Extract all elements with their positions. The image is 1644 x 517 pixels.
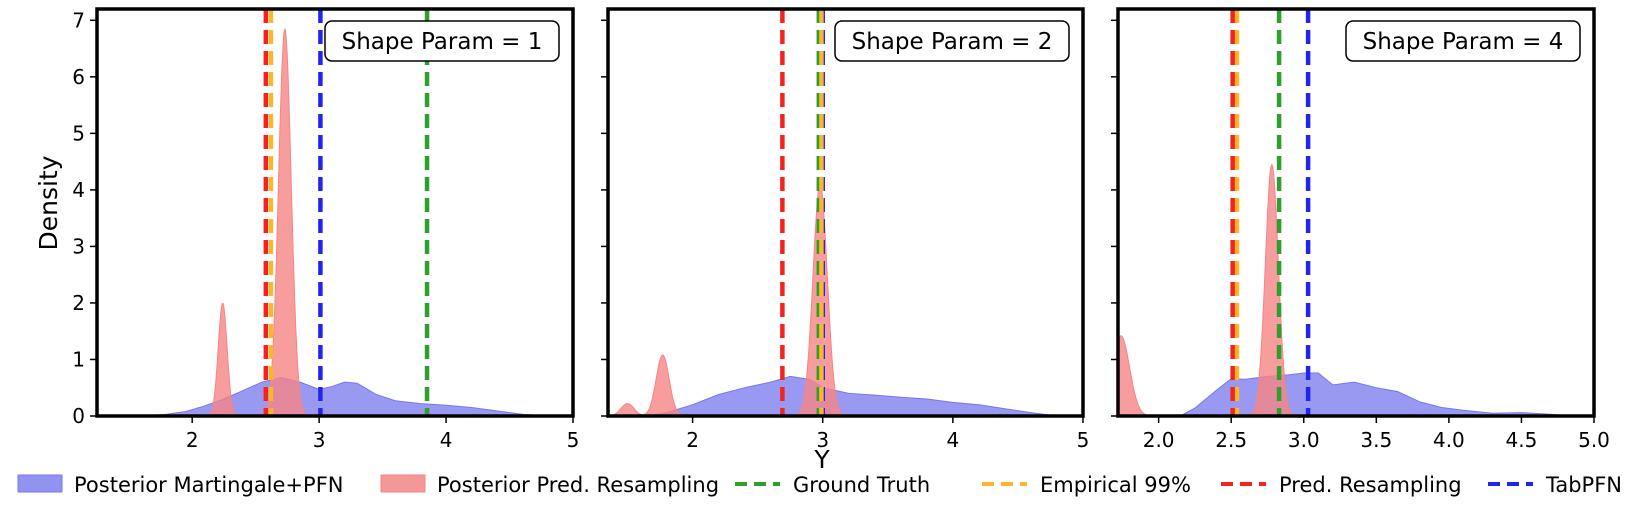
x-tick-label: 2 [186,428,199,452]
x-tick-label: 3 [816,428,829,452]
shape-param-box [834,20,1070,62]
plot-area [97,9,573,416]
density-posterior-mpfn [646,375,1058,416]
y-axis-title: Density [34,155,63,250]
shape-param-text: Shape Param = 4 [1363,29,1564,55]
x-tick-label: 5 [1077,428,1090,452]
legend-label-posterior-mpfn: Posterior Martingale+PFN [74,473,343,497]
density-posterior-mpfn [141,377,548,416]
x-tick-label: 3 [313,428,326,452]
y-tick-label: 2 [72,291,85,315]
density-posterior-resampling [1118,163,1594,416]
legend-label-tabpfn: TabPFN [1545,473,1622,497]
y-tick-label: 3 [72,234,85,258]
panels: 2 3 4 5 0 1 2 3 4 5 6 7 Shape Param = 1 2 3 4 5 Shape Par… [72,7,1610,452]
x-tick-label: 5.0 [1578,428,1610,452]
shape-param-label: Shape Param = 2 [834,20,1070,62]
x-tick-label: 2.5 [1215,428,1247,452]
legend: Posterior Martingale+PFN Posterior Pred.… [17,473,1622,497]
x-axis-title: Y [813,445,830,474]
legend-item-ground-truth: Ground Truth [735,473,930,497]
x-tick-label: 3.0 [1288,428,1320,452]
shape-param-label: Shape Param = 1 [324,20,560,62]
legend-swatch-posterior-resampling [380,474,426,493]
x-tick-label: 4 [946,428,959,452]
legend-swatch-posterior-mpfn [17,474,63,493]
x-tick-label: 4.5 [1506,428,1538,452]
panel-3: 2.0 2.5 3.0 3.5 4.0 4.5 5.0 Shape Param = 4 [1111,7,1610,452]
density-posterior-resampling [97,28,573,416]
x-tick-label: 4 [440,428,453,452]
y-tick-label: 7 [72,8,85,32]
y-tick-label: 0 [72,404,85,428]
panel-2: 2 3 4 5 Shape Param = 2 [601,7,1090,452]
x-tick-label: 3.5 [1360,428,1392,452]
shape-param-label: Shape Param = 4 [1345,20,1581,62]
y-tick-label: 6 [72,65,85,89]
legend-label-posterior-resampling: Posterior Pred. Resampling [437,473,719,497]
plot-area [1118,9,1594,416]
x-tick-label: 2 [686,428,699,452]
panel-1: 2 3 4 5 0 1 2 3 4 5 6 7 Shape Param = 1 [72,7,580,452]
legend-item-empirical-99: Empirical 99% [982,473,1191,497]
density-posterior-resampling [608,183,1083,416]
legend-label-empirical-99: Empirical 99% [1040,473,1191,497]
y-tick-label: 1 [72,347,85,371]
panel-frame [95,7,575,418]
legend-item-posterior-mpfn: Posterior Martingale+PFN [17,473,343,497]
x-tick-label: 5 [567,428,580,452]
plot-area [608,9,1083,416]
legend-label-pred-resampling: Pred. Resampling [1279,473,1462,497]
legend-item-posterior-resampling: Posterior Pred. Resampling [380,473,719,497]
x-tick-label: 2.0 [1143,428,1175,452]
legend-item-tabpfn: TabPFN [1488,473,1622,497]
legend-item-pred-resampling: Pred. Resampling [1221,473,1462,497]
shape-param-text: Shape Param = 2 [852,29,1053,55]
panel-frame [606,7,1085,418]
y-tick-label: 4 [72,178,85,202]
y-tick-label: 5 [72,121,85,145]
panel-frame [1116,7,1596,418]
x-tick-label: 4.0 [1433,428,1465,452]
shape-param-box [324,20,560,62]
shape-param-text: Shape Param = 1 [342,29,543,55]
legend-label-ground-truth: Ground Truth [793,473,930,497]
shape-param-box [1345,20,1581,62]
